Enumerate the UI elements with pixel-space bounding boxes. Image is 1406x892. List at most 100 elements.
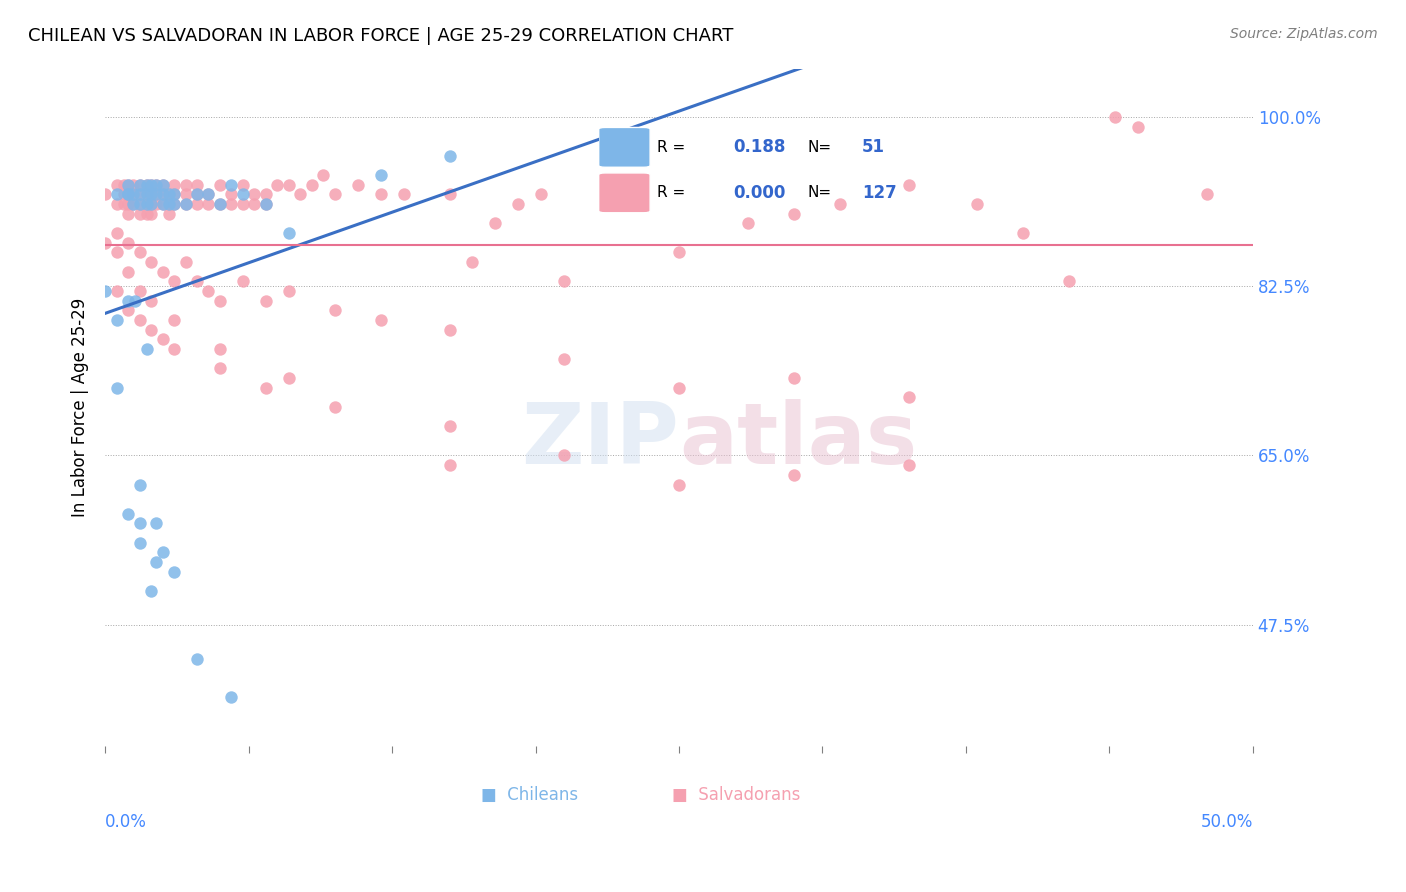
Point (243, 197, 266, 211)
Point (139, 187, 162, 202)
Point (121, 178, 143, 192)
Point (221, 690, 243, 705)
Point (159, 187, 181, 202)
Point (323, 187, 346, 202)
Point (105, 226, 128, 240)
Point (117, 187, 139, 202)
Point (117, 507, 139, 521)
Point (186, 651, 208, 665)
Text: atlas: atlas (679, 400, 917, 483)
Point (145, 516, 167, 531)
Point (323, 400, 346, 414)
Point (221, 178, 243, 192)
Point (1012, 226, 1035, 240)
Point (966, 197, 988, 211)
Text: ZIP: ZIP (522, 400, 679, 483)
Point (128, 477, 150, 491)
Point (163, 197, 186, 211)
Point (392, 187, 415, 202)
Text: 50.0%: 50.0% (1201, 814, 1253, 831)
Point (174, 255, 197, 269)
Point (105, 187, 128, 202)
Point (128, 313, 150, 327)
Point (553, 351, 575, 366)
Point (139, 187, 162, 202)
Point (135, 178, 157, 192)
Point (208, 293, 231, 308)
Point (897, 391, 920, 405)
Point (139, 206, 162, 220)
Point (1126, 120, 1149, 134)
Point (117, 197, 139, 211)
Point (145, 178, 167, 192)
Point (174, 187, 197, 202)
Point (163, 187, 186, 202)
Point (599, 197, 621, 211)
Text: ■  Chileans: ■ Chileans (481, 787, 578, 805)
Point (128, 284, 150, 298)
Point (112, 178, 135, 192)
Point (121, 197, 143, 211)
Point (128, 178, 150, 192)
Point (128, 197, 150, 211)
Text: Source: ZipAtlas.com: Source: ZipAtlas.com (1230, 27, 1378, 41)
Point (461, 255, 484, 269)
Point (553, 449, 575, 463)
Point (208, 197, 231, 211)
Point (530, 187, 553, 202)
Point (221, 197, 243, 211)
Point (174, 197, 197, 211)
Point (128, 178, 150, 192)
Point (243, 187, 266, 202)
Point (105, 178, 128, 192)
Point (370, 168, 392, 182)
Point (152, 197, 174, 211)
Point (112, 197, 135, 211)
Point (94, 235, 117, 250)
Point (668, 245, 690, 260)
Point (117, 187, 139, 202)
Point (152, 187, 174, 202)
Point (152, 332, 174, 346)
Point (145, 187, 167, 202)
Point (323, 303, 346, 318)
Point (508, 197, 530, 211)
Point (135, 206, 157, 220)
Point (1104, 110, 1126, 124)
Point (783, 371, 806, 385)
Point (152, 545, 174, 559)
Point (232, 187, 254, 202)
Point (139, 255, 162, 269)
Point (152, 187, 174, 202)
Point (94, 187, 117, 202)
Point (139, 197, 162, 211)
Point (117, 265, 139, 279)
Point (117, 178, 139, 192)
Point (186, 197, 208, 211)
Point (370, 187, 392, 202)
Point (117, 206, 139, 220)
Point (186, 187, 208, 202)
Point (197, 187, 219, 202)
Point (254, 293, 277, 308)
Point (254, 197, 277, 211)
Point (266, 178, 288, 192)
Point (139, 197, 162, 211)
Point (439, 419, 461, 434)
Point (135, 178, 157, 192)
Point (128, 245, 150, 260)
Point (139, 583, 162, 598)
Point (121, 197, 143, 211)
Point (105, 381, 128, 395)
Point (94, 284, 117, 298)
Point (159, 206, 181, 220)
Point (1057, 274, 1080, 288)
Point (128, 197, 150, 211)
Point (117, 178, 139, 192)
Text: CHILEAN VS SALVADORAN IN LABOR FORCE | AGE 25-29 CORRELATION CHART: CHILEAN VS SALVADORAN IN LABOR FORCE | A… (28, 27, 734, 45)
Point (186, 187, 208, 202)
Point (232, 178, 254, 192)
Point (1195, 187, 1218, 202)
Point (163, 178, 186, 192)
Point (277, 178, 299, 192)
